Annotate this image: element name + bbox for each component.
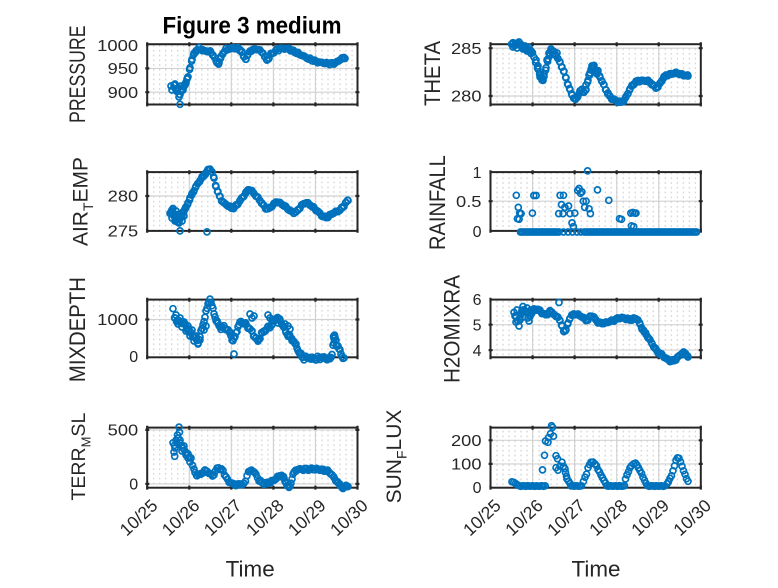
svg-text:PRESSURE: PRESSURE xyxy=(65,25,90,123)
svg-text:280: 280 xyxy=(451,89,482,106)
svg-text:200: 200 xyxy=(451,433,482,450)
svg-text:275: 275 xyxy=(108,224,139,241)
svg-text:1: 1 xyxy=(473,165,482,182)
svg-text:0: 0 xyxy=(129,477,138,494)
svg-text:500: 500 xyxy=(108,423,139,440)
svg-text:Time: Time xyxy=(226,557,275,582)
svg-text:0: 0 xyxy=(473,224,482,241)
svg-text:0: 0 xyxy=(129,349,138,366)
svg-text:285: 285 xyxy=(451,41,482,58)
svg-text:100: 100 xyxy=(451,457,482,474)
svg-text:1000: 1000 xyxy=(97,38,138,55)
svg-text:0: 0 xyxy=(473,480,482,497)
svg-text:MIXDEPTH: MIXDEPTH xyxy=(65,277,90,382)
svg-text:Time: Time xyxy=(572,557,621,582)
svg-text:6: 6 xyxy=(473,292,482,309)
svg-text:950: 950 xyxy=(108,61,139,78)
svg-text:0.5: 0.5 xyxy=(456,194,482,211)
svg-text:H2OMIXRA: H2OMIXRA xyxy=(440,275,465,383)
svg-text:4: 4 xyxy=(473,343,482,360)
svg-text:1000: 1000 xyxy=(97,312,138,329)
svg-text:RAINFALL: RAINFALL xyxy=(425,155,450,250)
svg-text:AIRTEMP: AIRTEMP xyxy=(70,157,97,246)
svg-text:5: 5 xyxy=(473,317,482,334)
svg-text:Figure 3 medium: Figure 3 medium xyxy=(163,12,342,39)
svg-text:SUNFLUX: SUNFLUX xyxy=(383,410,410,504)
svg-text:900: 900 xyxy=(108,85,139,102)
svg-text:280: 280 xyxy=(108,189,139,206)
svg-text:THETA: THETA xyxy=(420,41,445,106)
svg-text:TERRMSL: TERRMSL xyxy=(68,413,94,501)
